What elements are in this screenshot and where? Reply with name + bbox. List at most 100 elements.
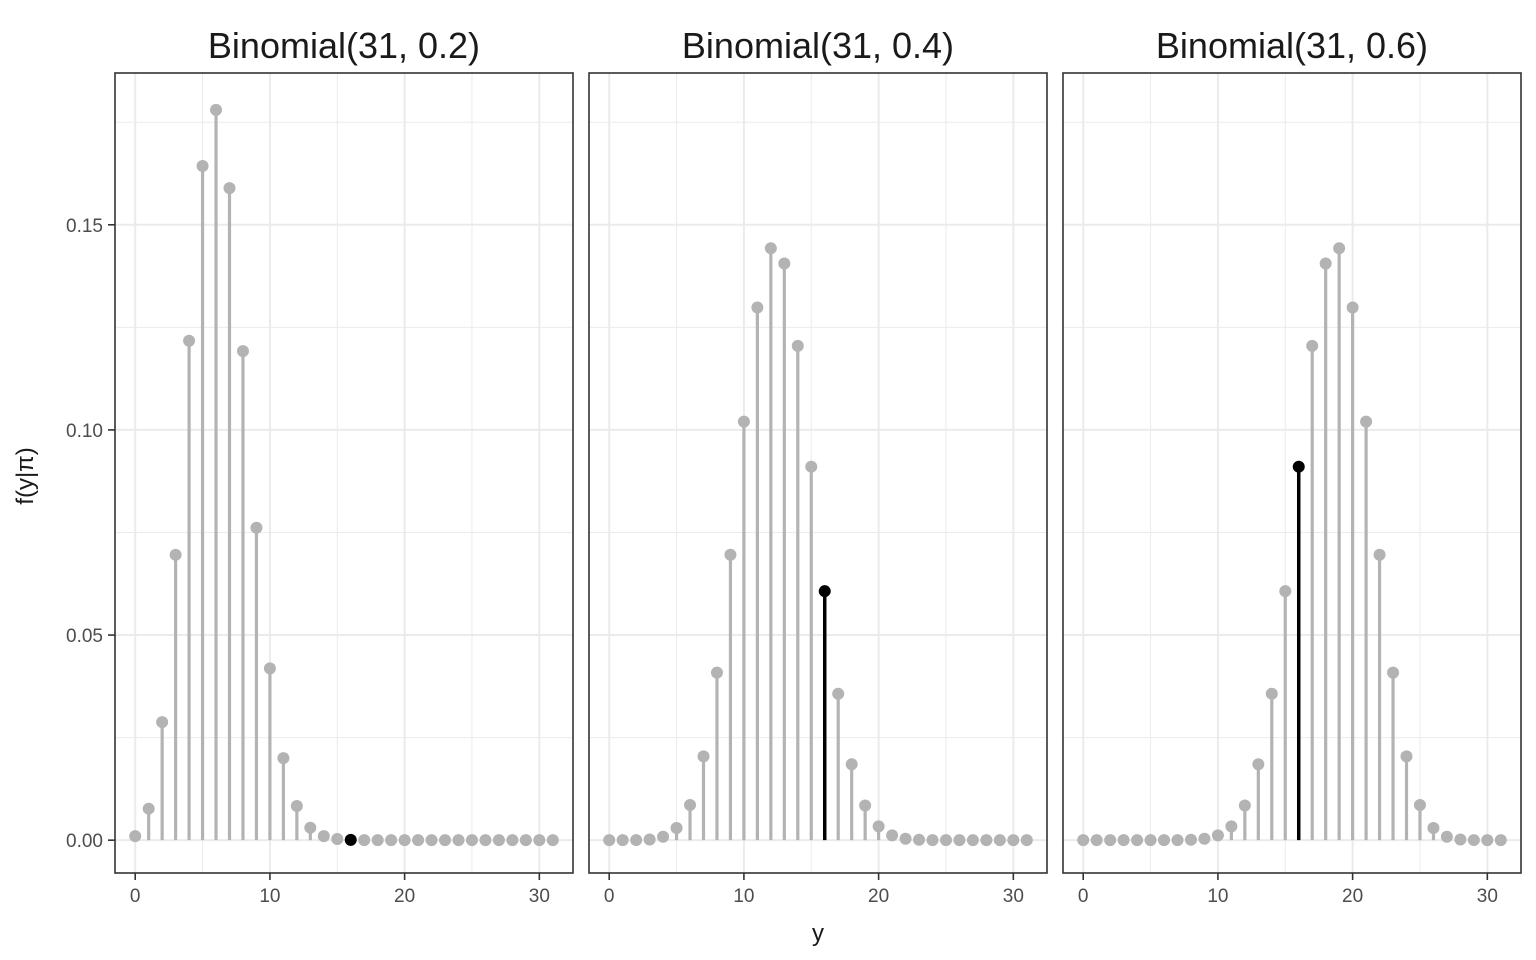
point <box>657 830 670 843</box>
point <box>1171 834 1184 847</box>
point <box>859 799 872 812</box>
x-tick-label: 0 <box>1078 886 1089 907</box>
point <box>630 834 643 847</box>
point <box>845 758 858 771</box>
x-tick-label: 20 <box>1342 886 1363 907</box>
lollipops <box>603 242 1033 847</box>
point <box>1265 687 1278 700</box>
point <box>603 834 616 847</box>
point <box>872 820 885 833</box>
point <box>1158 834 1171 847</box>
panel-2: Binomial(31, 0.4) 0 10 20 30 <box>588 25 1048 907</box>
point <box>1346 301 1359 314</box>
point <box>1333 242 1346 255</box>
point <box>1090 834 1103 847</box>
point <box>643 833 656 846</box>
point <box>710 666 723 679</box>
point <box>1144 834 1157 847</box>
point <box>1198 832 1211 845</box>
point <box>1413 799 1426 812</box>
point <box>1494 834 1507 847</box>
point <box>993 834 1006 847</box>
point <box>1481 834 1494 847</box>
panel-border <box>588 72 1048 874</box>
x-tick-label: 10 <box>1207 886 1228 907</box>
point <box>142 802 155 815</box>
point <box>492 834 505 847</box>
panel-title: Binomial(31, 0.4) <box>682 25 954 66</box>
point <box>913 833 926 846</box>
lollipops <box>129 103 559 847</box>
grid <box>1063 73 1521 873</box>
point <box>1373 548 1386 561</box>
point <box>250 521 263 534</box>
x-tick-label: 20 <box>394 886 415 907</box>
point <box>304 821 317 834</box>
point <box>1104 834 1117 847</box>
point <box>926 834 939 847</box>
point <box>519 834 532 847</box>
panel-1: Binomial(31, 0.2) 0 10 20 30 0.00 0.05 0.10 0.15 <box>66 25 574 907</box>
point <box>737 415 750 428</box>
point <box>791 339 804 352</box>
point <box>1279 585 1292 598</box>
point <box>1020 834 1033 847</box>
x-tick-label: 20 <box>868 886 889 907</box>
point <box>764 242 777 255</box>
x-tick-label: 10 <box>733 886 754 907</box>
point <box>966 834 979 847</box>
point <box>1007 834 1020 847</box>
point <box>1252 758 1265 771</box>
point-highlight <box>344 833 357 846</box>
y-tick-label: 0.00 <box>66 831 103 852</box>
point <box>290 800 303 813</box>
point <box>751 301 764 314</box>
point <box>479 834 492 847</box>
grid <box>115 73 573 873</box>
point <box>196 160 209 173</box>
point <box>398 834 411 847</box>
point <box>156 716 169 729</box>
point <box>317 830 330 843</box>
point <box>805 460 818 473</box>
y-tick-label: 0.05 <box>66 626 103 647</box>
point <box>832 687 845 700</box>
x-tick-label: 0 <box>604 886 615 907</box>
x-tick-label: 0 <box>130 886 141 907</box>
point <box>358 834 371 847</box>
point <box>371 834 384 847</box>
panel-border <box>114 72 574 874</box>
point <box>953 834 966 847</box>
point <box>670 822 683 835</box>
point <box>899 832 912 845</box>
y-tick-label: 0.10 <box>66 421 103 442</box>
point <box>616 834 629 847</box>
point <box>1440 830 1453 843</box>
x-tick-label: 30 <box>529 886 550 907</box>
point-highlight <box>1292 460 1305 473</box>
panel-border <box>1062 72 1522 874</box>
point <box>183 334 196 347</box>
point <box>1400 750 1413 763</box>
point <box>546 834 559 847</box>
point <box>939 834 952 847</box>
point <box>980 834 993 847</box>
point <box>506 834 519 847</box>
panel-3: Binomial(31, 0.6) 0 10 20 30 <box>1062 25 1522 907</box>
point <box>331 833 344 846</box>
panel-title: Binomial(31, 0.6) <box>1156 25 1428 66</box>
lollipops <box>1077 242 1507 847</box>
point <box>886 829 899 842</box>
x-axis-title: y <box>812 920 824 947</box>
point <box>778 257 791 270</box>
panel-title: Binomial(31, 0.2) <box>208 25 480 66</box>
point <box>1427 822 1440 835</box>
point <box>1387 666 1400 679</box>
point <box>1467 834 1480 847</box>
panels: Binomial(31, 0.2) 0 10 20 30 0.00 0.05 0.10 0.15… <box>66 25 1522 907</box>
y-axis-title: f(y|π) <box>12 447 39 504</box>
point <box>1306 339 1319 352</box>
point <box>1454 833 1467 846</box>
x-tick-label: 30 <box>1003 886 1024 907</box>
